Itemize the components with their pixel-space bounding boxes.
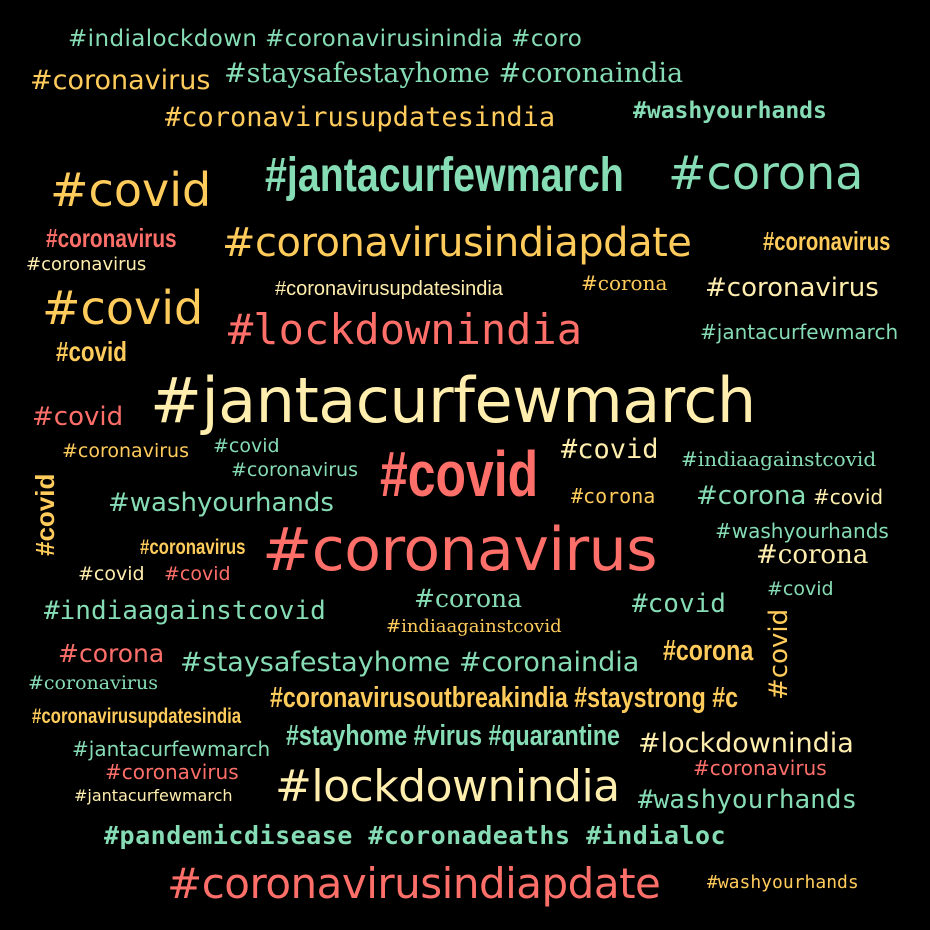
word-cloud-tag: #corona (756, 540, 869, 570)
word-cloud-tag: #lockdownindia (228, 305, 583, 354)
word-cloud-tag: #washyourhands (707, 872, 859, 893)
word-cloud-tag: #corona (571, 484, 656, 508)
word-cloud-tag: #indiaagainstcovid (44, 596, 326, 626)
word-cloud-tag: #corona (663, 635, 754, 667)
word-cloud-tag: #washyourhands (715, 519, 889, 543)
word-cloud-tag: #coronavirus (705, 273, 879, 303)
word-cloud-tag: #washyourhands (633, 98, 827, 124)
word-cloud-tag: #lockdownindia (275, 761, 620, 812)
word-cloud-tag: #covid (764, 608, 794, 700)
word-cloud-tag: #covid (813, 485, 884, 509)
word-cloud-tag: #covid (380, 438, 539, 510)
word-cloud-tag: #covid (56, 336, 127, 367)
word-cloud-tag: #covid (50, 163, 212, 217)
word-cloud-tag: #covid (164, 563, 231, 585)
word-cloud-tag: #coronavirusindiapdate (222, 220, 692, 266)
word-cloud-tag: #washyourhands (108, 488, 334, 518)
word-cloud-tag: #coronavirusindiapdate (167, 859, 661, 908)
word-cloud-tag: #stayhome #virus #quarantine (286, 720, 620, 752)
word-cloud-tag: #washyourhands (638, 785, 858, 815)
word-cloud-tag: #pandemicdisease #coronadeaths #indialoc (104, 821, 727, 850)
word-cloud-tag: #indiaagainstcovid (681, 447, 877, 471)
word-cloud-tag: #coronavirus (763, 226, 891, 256)
word-cloud-tag: #jantacurfewmarch (74, 786, 233, 805)
word-cloud-tag: #covid (78, 563, 145, 585)
word-cloud-tag: #jantacurfewmarch (150, 364, 756, 437)
word-cloud-tag: #indialockdown #coronavirusinindia #coro (68, 26, 583, 52)
word-cloud-tag: #corona (696, 481, 807, 511)
word-cloud-tag: #coronavirus (262, 515, 657, 585)
word-cloud-tag: #covid (32, 402, 124, 432)
word-cloud-tag: #covid (30, 473, 60, 556)
word-cloud-tag: #coronavirus (46, 223, 177, 253)
word-cloud-tag: #corona (58, 639, 165, 668)
word-cloud-tag: #coronavirus (28, 672, 158, 694)
word-cloud-tag: #covid (767, 578, 834, 600)
word-cloud-tag: #coronavirusupdatesindia (32, 705, 242, 728)
word-cloud-tag: #coronavirus (30, 65, 211, 96)
word-cloud-tag: #coronavirus (105, 760, 239, 784)
word-cloud-tag: #coronavirus (140, 536, 246, 559)
word-cloud-tag: #corona (668, 146, 864, 200)
word-cloud-tag: #covid (561, 434, 659, 465)
word-cloud-tag: #coronavirusupdatesindia (275, 278, 503, 300)
word-cloud-tag: #jantacurfewmarch (72, 737, 271, 761)
word-cloud-tag: #covid (213, 435, 280, 457)
word-cloud-tag: #jantacurfewmarch (265, 149, 624, 202)
word-cloud-tag: #corona (581, 271, 668, 295)
word-cloud-tag: #covid (42, 281, 204, 335)
word-cloud-tag: #staysafestayhome #coronaindia (180, 647, 640, 678)
word-cloud-tag: #corona (414, 584, 523, 613)
word-cloud-tag: #staysafestayhome #coronaindia (224, 58, 684, 89)
word-cloud-tag: #lockdownindia (638, 728, 854, 759)
word-cloud-tag: #coronavirusupdatesindia (165, 102, 556, 133)
word-cloud-tag: #indiaagainstcovid (386, 616, 562, 637)
word-cloud-tag: #coronavirus (26, 254, 147, 275)
word-cloud-tag: #jantacurfewmarch (700, 320, 899, 344)
word-cloud-tag: #coronavirusoutbreakindia #staystrong #c (270, 682, 739, 714)
word-cloud-tag: #covid (632, 589, 726, 619)
word-cloud-tag: #coronavirus (231, 459, 358, 481)
word-cloud-tag: #coronavirus (693, 756, 827, 780)
word-cloud-tag: #coronavirus (62, 440, 189, 462)
